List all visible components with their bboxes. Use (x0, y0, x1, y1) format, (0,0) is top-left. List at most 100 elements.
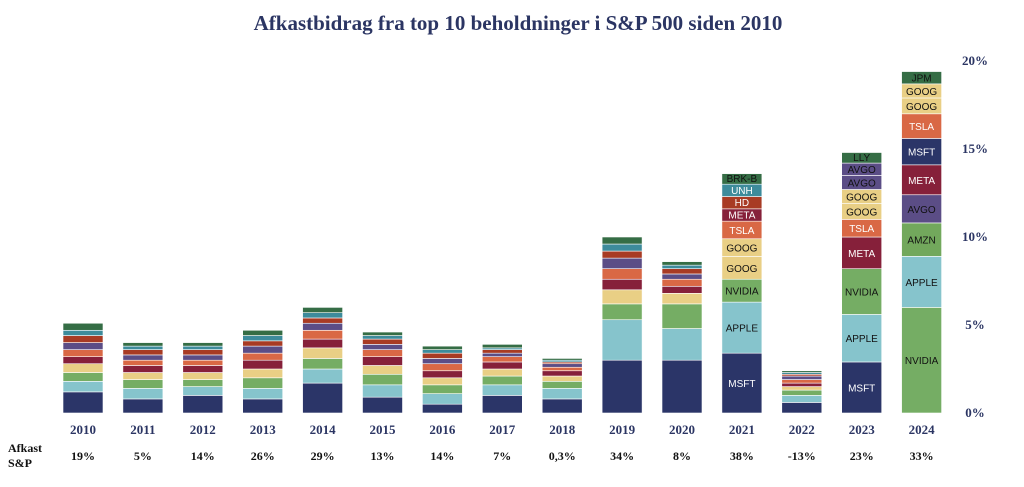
bar-segment (122, 342, 164, 347)
bar-segment (362, 331, 403, 336)
segment-label: NVIDIA (905, 356, 939, 367)
bar-segment (302, 312, 343, 319)
bar-segment (721, 301, 763, 354)
return-value: 38% (730, 449, 754, 463)
bar-2017 (481, 344, 523, 414)
bar-2018 (541, 358, 583, 414)
x-tick-label: 2018 (549, 422, 576, 437)
bar-segment (302, 347, 343, 359)
bar-2022 (781, 370, 823, 414)
return-value: 0,3% (549, 449, 576, 463)
bar-segment (302, 322, 343, 331)
bar-segment (122, 372, 164, 380)
bar-segment (481, 361, 523, 370)
bar-segment (541, 388, 583, 400)
bar-segment (62, 372, 104, 382)
bar-segment (422, 384, 463, 394)
bar-segment (481, 395, 523, 414)
y-tick-label: 0% (965, 405, 985, 420)
bars-group: MSFT APPLE NVIDIA GOOG GOOG TSLA META HDUNHBRK-… (62, 71, 942, 414)
bar-segment (721, 173, 763, 185)
bar-segment (362, 384, 403, 398)
y-tick-label: 5% (965, 317, 985, 332)
bar-segment (62, 349, 104, 357)
segment-label: AVGO (848, 178, 876, 189)
x-tick-label: 2024 (909, 422, 936, 437)
bar-segment (721, 352, 763, 414)
bar-2024: NVIDIA APPLE AMZN AVGO META MSFT TSLA GOOG GOOG J… (901, 71, 942, 414)
bar-segment (182, 386, 224, 396)
bar-segment (182, 359, 224, 366)
bar-segment (781, 382, 823, 387)
bar-segment (242, 359, 283, 370)
segment-label: GOOG (846, 192, 877, 203)
bar-segment (182, 395, 224, 414)
bar-segment (242, 398, 283, 414)
x-tick-label: 2012 (190, 422, 216, 437)
return-value: 34% (610, 449, 634, 463)
segment-label: APPLE (726, 324, 759, 335)
bar-segment (661, 359, 703, 414)
return-value: 8% (673, 449, 691, 463)
bar-segment (541, 375, 583, 382)
bar-segment (901, 71, 942, 85)
bar-2013 (242, 329, 283, 414)
bar-segment (781, 389, 823, 396)
bar-segment (481, 368, 523, 377)
bar-segment (362, 335, 403, 340)
bar-segment (242, 329, 283, 336)
segment-label: TSLA (849, 224, 874, 235)
x-tick-label: 2017 (489, 422, 516, 437)
bar-2015 (362, 331, 403, 414)
x-tick-label: 2022 (789, 422, 815, 437)
y-axis-ticks: 0% 5% 10% 15% 20% (962, 53, 988, 420)
bar-segment (422, 370, 463, 379)
bar-segment (182, 342, 224, 347)
bar-segment (182, 354, 224, 361)
bar-segment (601, 268, 643, 280)
segment-label: MSFT (728, 379, 755, 390)
returns-row-label: Afkast S&P (8, 441, 45, 470)
bar-segment (601, 359, 643, 414)
bar-segment (661, 273, 703, 280)
bar-segment (901, 307, 942, 414)
bar-segment (182, 345, 224, 350)
bar-segment (481, 344, 523, 349)
segment-label: BRK-B (727, 174, 758, 185)
bar-segment (781, 395, 823, 403)
bar-segment (901, 256, 942, 308)
bar-segment (901, 222, 942, 257)
return-value: 23% (850, 449, 874, 463)
bar-segment (422, 345, 463, 350)
bar-segment (122, 345, 164, 350)
bar-2010 (62, 322, 104, 414)
return-value: 26% (251, 449, 275, 463)
bar-segment (422, 349, 463, 354)
segment-label: GOOG (906, 87, 937, 98)
bar-segment (841, 314, 883, 363)
bar-segment (601, 257, 643, 269)
bar-segment (661, 268, 703, 275)
bar-2012 (182, 342, 224, 414)
segment-label: NVIDIA (725, 287, 759, 298)
bar-segment (302, 368, 343, 384)
bar-segment (422, 352, 463, 359)
returns-row-label-line-1: Afkast (8, 441, 42, 455)
bar-segment (781, 379, 823, 384)
bar-segment (541, 366, 583, 372)
segment-label: GOOG (906, 102, 937, 113)
y-tick-label: 20% (962, 53, 988, 68)
segment-label: UNH (731, 186, 753, 197)
segment-label: META (728, 211, 755, 222)
bar-segment (601, 278, 643, 291)
bar-segment (302, 307, 343, 313)
bar-segment (182, 379, 224, 387)
bar-segment (781, 375, 823, 380)
bar-segment (601, 289, 643, 305)
bar-segment (122, 398, 164, 414)
bar-segment (182, 349, 224, 356)
bar-2019 (601, 236, 643, 414)
bar-segment (122, 359, 164, 366)
bar-2016 (422, 345, 463, 414)
